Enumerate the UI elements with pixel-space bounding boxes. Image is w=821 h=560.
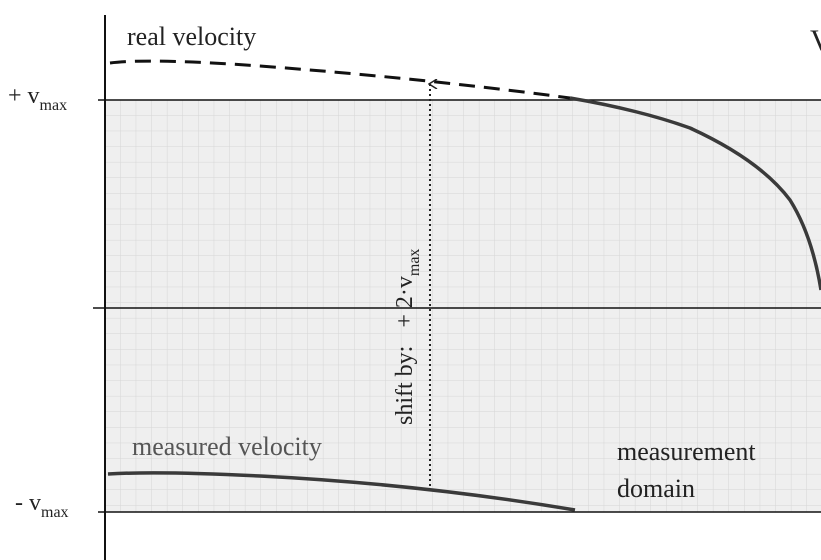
label-part: max bbox=[41, 504, 69, 521]
label-part: shift by: + 2·v bbox=[392, 276, 418, 425]
shift-label: shift by: + 2·vmax bbox=[392, 249, 423, 425]
label-part: max bbox=[40, 97, 68, 114]
corner-label: V bbox=[810, 24, 821, 57]
label-part: max bbox=[406, 249, 423, 277]
measured-velocity-label: measured velocity bbox=[132, 432, 322, 461]
real-velocity-label: real velocity bbox=[127, 22, 256, 51]
measurement-domain-label-line1: measurement bbox=[617, 437, 756, 466]
label-part: - v bbox=[15, 490, 41, 516]
label-part: + v bbox=[8, 83, 40, 109]
real-velocity-curve bbox=[109, 59, 571, 100]
measured-velocity-curve bbox=[107, 471, 576, 512]
grid bbox=[105, 100, 821, 512]
measurement-domain-label-line2: domain bbox=[617, 474, 695, 503]
minus-vmax-label: - vmax bbox=[15, 490, 69, 521]
velocity-curve bbox=[569, 96, 821, 291]
plus-vmax-label: + vmax bbox=[8, 83, 67, 114]
